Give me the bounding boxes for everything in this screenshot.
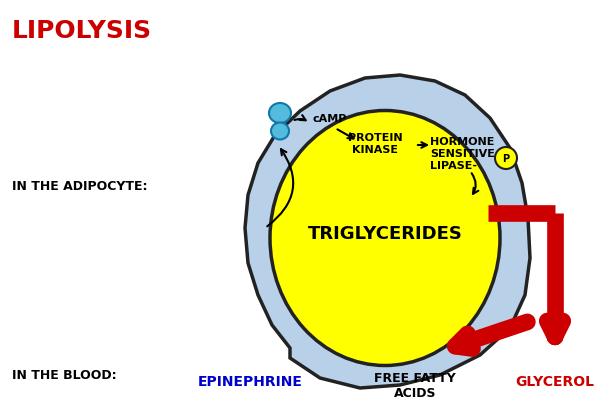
Text: EPINEPHRINE: EPINEPHRINE — [197, 374, 302, 388]
Ellipse shape — [270, 111, 500, 366]
Circle shape — [495, 147, 517, 170]
Text: LIPOLYSIS: LIPOLYSIS — [12, 19, 152, 43]
Ellipse shape — [271, 123, 289, 140]
Text: P: P — [502, 154, 509, 164]
Polygon shape — [245, 76, 530, 388]
Text: FREE FATTY
ACIDS: FREE FATTY ACIDS — [374, 371, 456, 399]
Text: IN THE ADIPOCYTE:: IN THE ADIPOCYTE: — [12, 179, 148, 192]
Text: PROTEIN
KINASE: PROTEIN KINASE — [347, 133, 403, 154]
Text: HORMONE
SENSITIVE
LIPASE-: HORMONE SENSITIVE LIPASE- — [430, 137, 495, 170]
Text: cAMP: cAMP — [313, 114, 347, 124]
Text: GLYCEROL: GLYCEROL — [515, 374, 595, 388]
Ellipse shape — [269, 104, 291, 124]
Text: IN THE BLOOD:: IN THE BLOOD: — [12, 369, 116, 382]
Text: TRIGLYCERIDES: TRIGLYCERIDES — [308, 224, 463, 242]
